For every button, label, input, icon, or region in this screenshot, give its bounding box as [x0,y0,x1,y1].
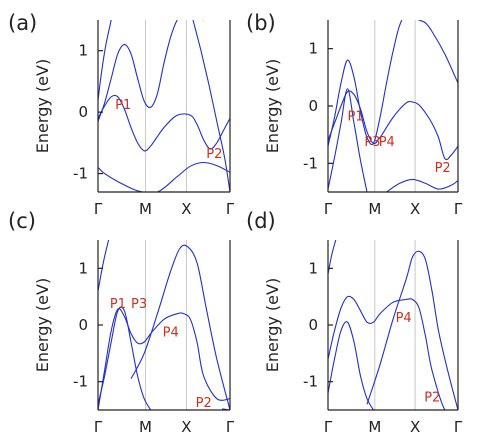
y-tick-label: 0 [308,316,318,334]
band-line-4 [328,240,337,275]
y-axis-label: Energy (eV) [263,278,282,372]
point-label-p2: P2 [206,147,222,162]
panel-3: (c) -1 0 1 Energy (eV) Γ M X Γ P1 P3 P4 P2 [8,209,235,436]
band-line-2 [98,306,152,410]
x-tick-label: X [410,200,420,218]
panel-label: (a) [8,11,37,35]
y-tick-label: 1 [308,40,318,58]
point-label-p2: P2 [424,391,440,406]
y-tick-label: 0 [78,103,88,121]
point-label-p3: P3 [364,135,380,150]
point-label-p4: P4 [379,135,395,150]
x-tick-label: Γ [94,418,103,436]
y-axis-label: Energy (eV) [263,59,282,153]
y-tick-label: 1 [78,42,88,60]
point-label-p2: P2 [435,161,451,176]
bands [328,20,458,192]
x-tick-label: Γ [226,418,235,436]
bands [98,20,230,192]
y-tick-label: -1 [303,154,318,172]
point-label-p2: P2 [196,396,212,411]
y-tick-label: 0 [308,97,318,115]
band-line-1 [328,295,458,410]
x-tick-label: X [181,418,191,436]
x-tick-label: Γ [454,200,463,218]
x-tick-label: Γ [226,200,235,218]
x-tick-label: Γ [324,200,333,218]
x-tick-label: M [139,418,152,436]
point-label-p4: P4 [163,325,179,340]
y-axis-label: Energy (eV) [33,59,52,153]
y-tick-label: -1 [303,373,318,391]
x-tick-label: X [410,418,420,436]
band-line-4 [98,240,110,292]
band-line-5 [192,20,230,192]
band-line-3 [130,244,230,410]
y-axis-label: Energy (eV) [33,278,52,372]
y-tick-label: -1 [73,165,88,183]
band-line-1 [98,308,230,410]
point-label-p4: P4 [396,311,412,326]
band-line-4 [386,178,458,192]
x-tick-label: M [368,418,381,436]
panel-1: (a) -1 0 1 Energy (eV) Γ M X Γ P1 P2 [8,11,235,218]
y-tick-label: 1 [308,259,318,277]
x-tick-label: Γ [94,200,103,218]
x-tick-label: M [368,200,381,218]
point-label-p1: P1 [348,109,364,124]
band-line-3 [98,94,230,152]
panel-label: (b) [246,11,276,35]
panel-label: (c) [8,209,36,233]
band-line-3 [328,88,368,192]
x-tick-label: X [181,200,191,218]
band-line-1 [328,20,458,147]
point-label-p1: P1 [115,98,131,113]
band-line-3 [366,250,458,410]
band-line-2 [328,90,458,161]
panel-4: (d) -1 0 1 Energy (eV) Γ M X Γ P4 P2 [246,209,463,436]
y-tick-label: 1 [78,259,88,277]
x-tick-label: M [139,200,152,218]
x-tick-label: Γ [324,418,333,436]
band-line-2 [328,321,374,410]
point-label-p3: P3 [131,297,147,312]
bands [98,240,230,410]
x-tick-label: Γ [454,418,463,436]
band-line-1 [98,20,112,100]
y-tick-label: 0 [78,316,88,334]
bands [328,240,458,410]
point-label-p1: P1 [110,297,126,312]
band-line-4 [98,161,230,192]
band-line-2 [98,20,204,122]
panel-label: (d) [246,209,276,233]
y-tick-label: -1 [73,373,88,391]
